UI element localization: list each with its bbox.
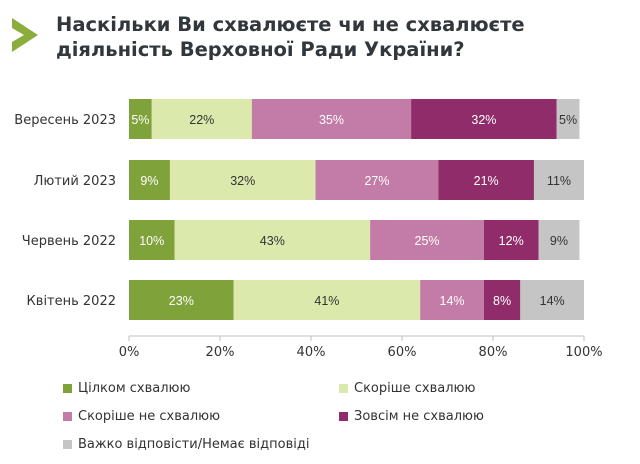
bar-segment bbox=[169, 160, 316, 200]
data-label: 32% bbox=[230, 174, 255, 188]
x-tick-label: 60% bbox=[388, 345, 417, 360]
data-label: 21% bbox=[474, 174, 499, 188]
category-label: Лютий 2023 bbox=[34, 174, 116, 189]
bar-segment bbox=[151, 99, 252, 139]
bar-segment bbox=[483, 280, 521, 320]
data-label: 41% bbox=[314, 294, 339, 308]
data-label: 43% bbox=[260, 234, 285, 248]
data-label: 8% bbox=[493, 294, 511, 308]
data-label: 14% bbox=[540, 294, 565, 308]
bar-segment bbox=[411, 99, 557, 139]
bar-segment bbox=[520, 280, 584, 320]
chevron-right-icon bbox=[12, 18, 38, 52]
category-label: Квітень 2022 bbox=[27, 294, 116, 309]
data-label: 10% bbox=[139, 234, 164, 248]
data-label: 14% bbox=[440, 294, 465, 308]
bar-segment bbox=[483, 220, 539, 260]
data-label: 32% bbox=[471, 113, 496, 127]
data-label: 12% bbox=[499, 234, 524, 248]
data-label: 9% bbox=[550, 234, 568, 248]
bar-segment bbox=[370, 220, 484, 260]
bar-segment bbox=[233, 280, 421, 320]
x-tick-label: 0% bbox=[119, 345, 140, 360]
x-tick-label: 20% bbox=[206, 345, 235, 360]
data-label: 22% bbox=[189, 113, 214, 127]
chart-title: Наскільки Ви схвалюєте чи не схвалюєте д… bbox=[56, 13, 525, 61]
bar-segment bbox=[251, 99, 412, 139]
data-label: 23% bbox=[169, 294, 194, 308]
bar-segment bbox=[556, 99, 580, 139]
x-tick-label: 40% bbox=[297, 345, 326, 360]
category-label: Вересень 2023 bbox=[14, 113, 116, 128]
bar-segment bbox=[129, 220, 175, 260]
data-label: 9% bbox=[140, 174, 158, 188]
data-label: 35% bbox=[319, 113, 344, 127]
data-label: 5% bbox=[131, 113, 149, 127]
bar-segment bbox=[315, 160, 439, 200]
bar-segment bbox=[129, 99, 152, 139]
data-label: 11% bbox=[547, 174, 571, 188]
data-label: 5% bbox=[559, 113, 577, 127]
bar-segment bbox=[129, 160, 170, 200]
x-tick-label: 80% bbox=[479, 345, 508, 360]
bar-segment bbox=[438, 160, 534, 200]
bar-segment bbox=[533, 160, 584, 200]
category-label: Червень 2022 bbox=[22, 234, 116, 249]
bar-segment bbox=[174, 220, 371, 260]
x-tick-label: 100% bbox=[565, 345, 602, 360]
data-label: 27% bbox=[364, 174, 389, 188]
bar-segment bbox=[538, 220, 580, 260]
bar-segment bbox=[129, 280, 234, 320]
bar-segment bbox=[420, 280, 484, 320]
data-label: 25% bbox=[415, 234, 440, 248]
